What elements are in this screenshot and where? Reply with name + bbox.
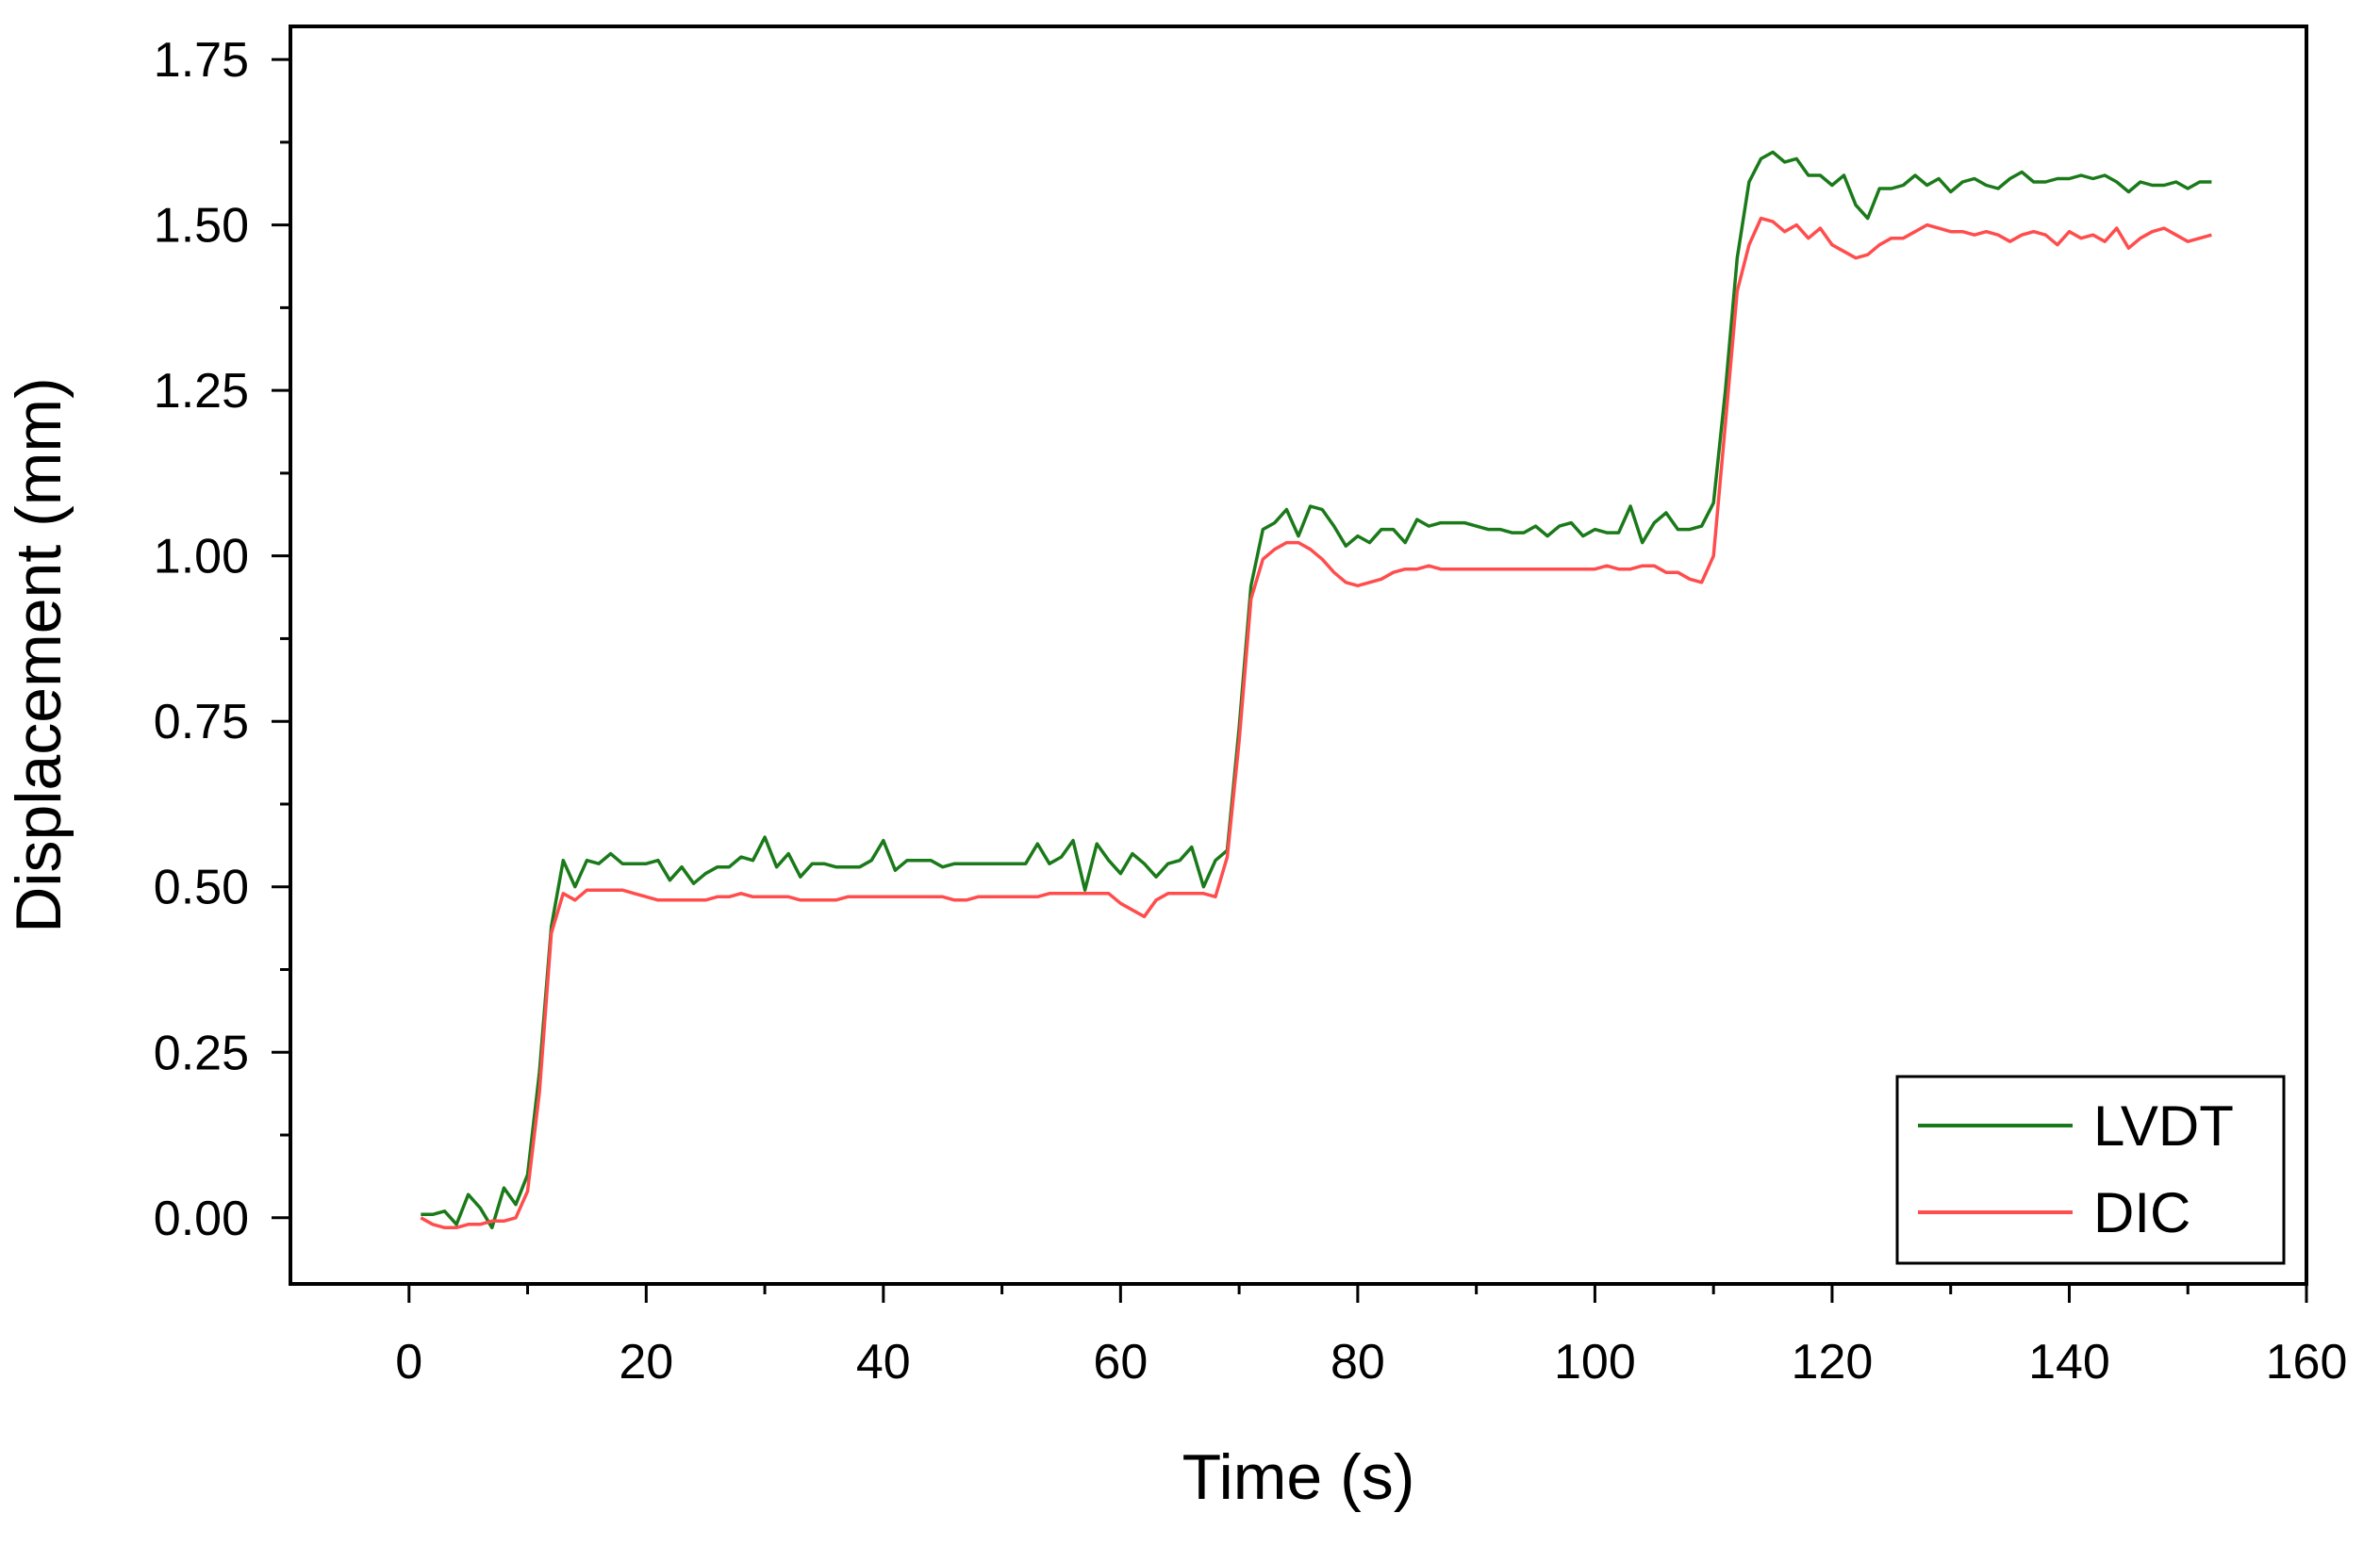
x-tick-label: 40 — [856, 1335, 911, 1390]
y-tick-label: 0.75 — [154, 695, 249, 749]
y-tick-label: 0.00 — [154, 1192, 249, 1246]
x-axis-ticks: 0 20 40 60 80 100 120 140 160 — [395, 1284, 2347, 1390]
x-tick-label: 140 — [2028, 1335, 2110, 1390]
series-line-lvdt — [421, 150, 2212, 1230]
x-tick-label: 100 — [1554, 1335, 1636, 1390]
y-tick-label: 1.25 — [154, 364, 249, 419]
x-tick-label: 80 — [1330, 1335, 1385, 1390]
y-tick-label: 1.50 — [154, 199, 249, 254]
y-tick-label: 1.75 — [154, 33, 249, 88]
legend-label-dic: DIC — [2093, 1181, 2190, 1244]
y-tick-label: 0.50 — [154, 861, 249, 915]
x-axis-label: Time (s) — [1182, 1441, 1415, 1513]
x-tick-label: 60 — [1093, 1335, 1148, 1390]
series-layer — [420, 150, 2212, 1230]
y-tick-label: 0.25 — [154, 1026, 249, 1080]
x-tick-label: 160 — [2266, 1335, 2348, 1390]
x-tick-label: 120 — [1792, 1335, 1874, 1390]
series-line-dic — [420, 216, 2212, 1230]
y-axis-ticks: 0.00 0.25 0.50 0.75 1.00 1.25 1.50 1.75 — [154, 33, 290, 1246]
x-tick-label: 0 — [395, 1335, 422, 1390]
legend-label-lvdt: LVDT — [2093, 1094, 2234, 1158]
legend: LVDT DIC — [1895, 1075, 2286, 1265]
x-tick-label: 20 — [619, 1335, 673, 1390]
plot-frame — [289, 25, 2308, 1286]
legend-box — [1895, 1075, 2286, 1265]
y-tick-label: 1.00 — [154, 530, 249, 584]
y-axis-label: Displacement (mm) — [3, 377, 74, 932]
